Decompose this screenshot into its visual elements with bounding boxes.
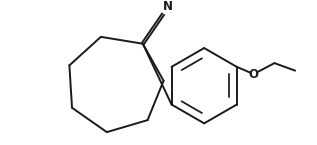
Text: N: N — [163, 0, 173, 13]
Text: O: O — [249, 68, 259, 81]
